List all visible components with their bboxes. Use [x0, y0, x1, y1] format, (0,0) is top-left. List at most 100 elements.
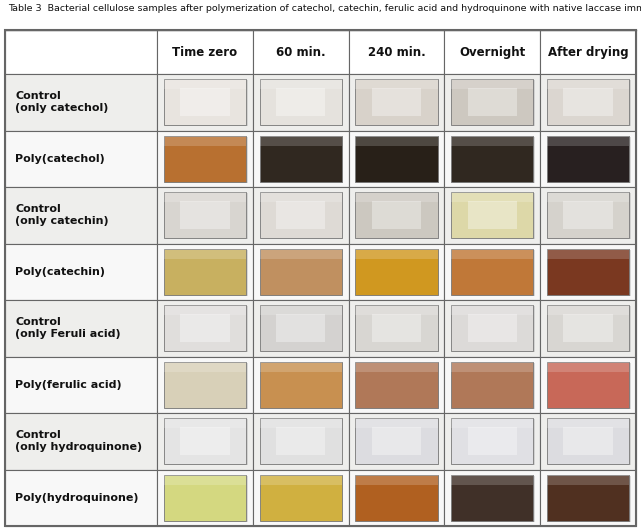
Bar [260, 249, 342, 295]
Bar [451, 418, 533, 464]
Bar [253, 470, 349, 526]
Bar [157, 30, 253, 74]
Bar [349, 187, 444, 243]
Bar [157, 243, 253, 300]
Bar [260, 418, 342, 428]
Bar [355, 192, 438, 239]
Bar [451, 475, 533, 521]
Bar [165, 419, 247, 466]
Bar [540, 187, 636, 243]
Bar [451, 79, 533, 89]
Bar [355, 79, 438, 89]
Text: 240 min.: 240 min. [368, 45, 426, 59]
Bar [357, 306, 439, 352]
Bar [451, 362, 533, 372]
Bar [5, 357, 157, 413]
Bar [355, 475, 438, 521]
Bar [253, 243, 349, 300]
Bar [253, 131, 349, 187]
Bar [451, 135, 533, 182]
Bar [549, 476, 631, 522]
Bar [451, 249, 533, 259]
Bar [163, 362, 246, 408]
Bar [165, 250, 247, 296]
Bar [163, 305, 246, 351]
Bar [261, 419, 344, 466]
Bar [563, 314, 613, 342]
Bar [444, 300, 540, 357]
Bar [261, 80, 344, 126]
Bar [444, 74, 540, 131]
Bar [355, 362, 438, 408]
Bar [444, 413, 540, 470]
Bar [540, 357, 636, 413]
Text: Poly(ferulic acid): Poly(ferulic acid) [15, 380, 122, 390]
Bar [349, 243, 444, 300]
Bar [253, 413, 349, 470]
Bar [444, 131, 540, 187]
Bar [355, 418, 438, 428]
Bar [260, 418, 342, 464]
Bar [372, 88, 421, 116]
Bar [355, 79, 438, 125]
Text: Poly(catechin): Poly(catechin) [15, 267, 105, 277]
Bar [253, 74, 349, 131]
Bar [5, 243, 157, 300]
Bar [540, 470, 636, 526]
Bar [163, 249, 246, 295]
Bar [355, 135, 438, 146]
Bar [355, 305, 438, 351]
Text: Poly(hydroquinone): Poly(hydroquinone) [15, 492, 138, 503]
Bar [453, 419, 535, 466]
Bar [349, 30, 444, 74]
Bar [547, 475, 629, 521]
Bar [349, 131, 444, 187]
Bar [261, 476, 344, 522]
Bar [547, 305, 629, 351]
Bar [372, 427, 421, 455]
Bar [260, 362, 342, 372]
Bar [540, 131, 636, 187]
Text: Time zero: Time zero [172, 45, 237, 59]
Bar [349, 413, 444, 470]
Bar [260, 192, 342, 202]
Bar [5, 74, 157, 131]
Bar [355, 249, 438, 259]
Bar [453, 136, 535, 183]
Bar [444, 30, 540, 74]
Bar [547, 79, 629, 89]
Bar [540, 30, 636, 74]
Bar [355, 475, 438, 485]
Text: 60 min.: 60 min. [276, 45, 326, 59]
Bar [260, 135, 342, 182]
Bar [547, 249, 629, 259]
Bar [549, 306, 631, 352]
Bar [357, 136, 439, 183]
Bar [547, 135, 629, 182]
Bar [260, 362, 342, 408]
Bar [357, 80, 439, 126]
Bar [355, 305, 438, 315]
Bar [453, 362, 535, 409]
Bar [547, 418, 629, 464]
Text: Overnight: Overnight [459, 45, 526, 59]
Bar [467, 427, 517, 455]
Bar [157, 470, 253, 526]
Bar [163, 475, 246, 485]
Bar [276, 202, 326, 229]
Bar [453, 476, 535, 522]
Bar [260, 475, 342, 485]
Bar [5, 131, 157, 187]
Bar [5, 300, 157, 357]
Bar [467, 314, 517, 342]
Bar [260, 475, 342, 521]
Bar [163, 475, 246, 521]
Text: Control
(only catechin): Control (only catechin) [15, 204, 108, 226]
Bar [355, 418, 438, 464]
Bar [547, 305, 629, 315]
Bar [157, 74, 253, 131]
Bar [180, 427, 229, 455]
Bar [165, 80, 247, 126]
Bar [157, 131, 253, 187]
Bar [180, 314, 229, 342]
